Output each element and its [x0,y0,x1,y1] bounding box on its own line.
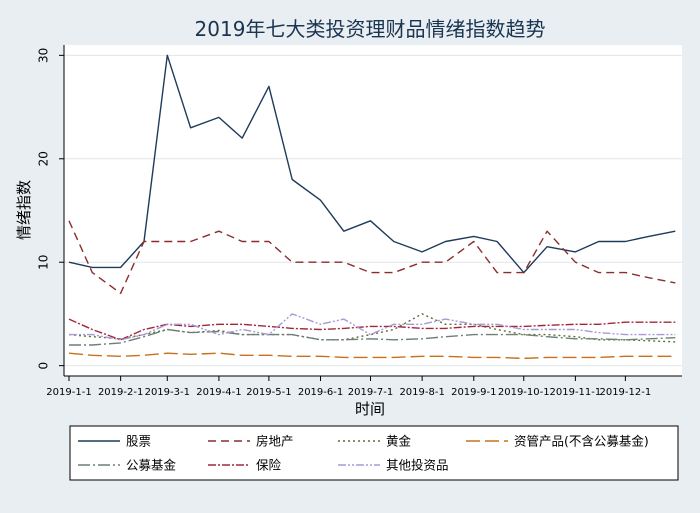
x-tick-label: 2019-9-1 [451,387,496,398]
x-tick-label: 2019-11-1 [550,387,602,398]
legend-label: 公募基金 [126,458,177,473]
y-tick-label: 0 [37,362,51,370]
x-tick-label: 2019-12-1 [599,387,651,398]
legend-label: 黄金 [386,434,412,449]
x-tick-label: 2019-10-1 [498,387,550,398]
series-line-公募基金 [69,328,676,346]
y-axis-title: 情绪指数 [15,180,33,240]
x-tick-label: 2019-2-1 [98,387,143,398]
x-tick-label: 2019-4-1 [196,387,241,398]
series-line-其他投资品 [69,313,676,341]
y-tick-label: 10 [37,255,51,270]
plot-area [64,45,682,376]
x-tick-label: 2019-8-1 [399,387,444,398]
x-axis-title: 时间 [355,400,385,418]
x-tick-label: 2019-1-1 [46,387,91,398]
legend-label: 其他投资品 [386,458,449,473]
series-line-股票 [68,54,676,274]
legend-label: 房地产 [256,434,294,449]
x-tick-label: 2019-6-1 [298,387,343,398]
y-tick-label: 30 [37,48,51,63]
x-tick-label: 2019-3-1 [145,387,190,398]
series-line-房地产 [68,220,676,294]
legend-label: 资管产品(不含公募基金) [514,434,649,449]
legend-box [69,425,679,481]
x-tick-label: 2019-5-1 [246,387,291,398]
legend-label: 股票 [126,434,151,449]
series-line-资管产品(不含公募基金) [68,352,676,360]
y-tick-label: 20 [37,151,51,166]
chart-title: 2019年七大类投资理财品情绪指数趋势 [195,17,546,41]
x-tick-label: 2019-7-1 [348,387,393,398]
legend-label: 保险 [256,458,282,473]
